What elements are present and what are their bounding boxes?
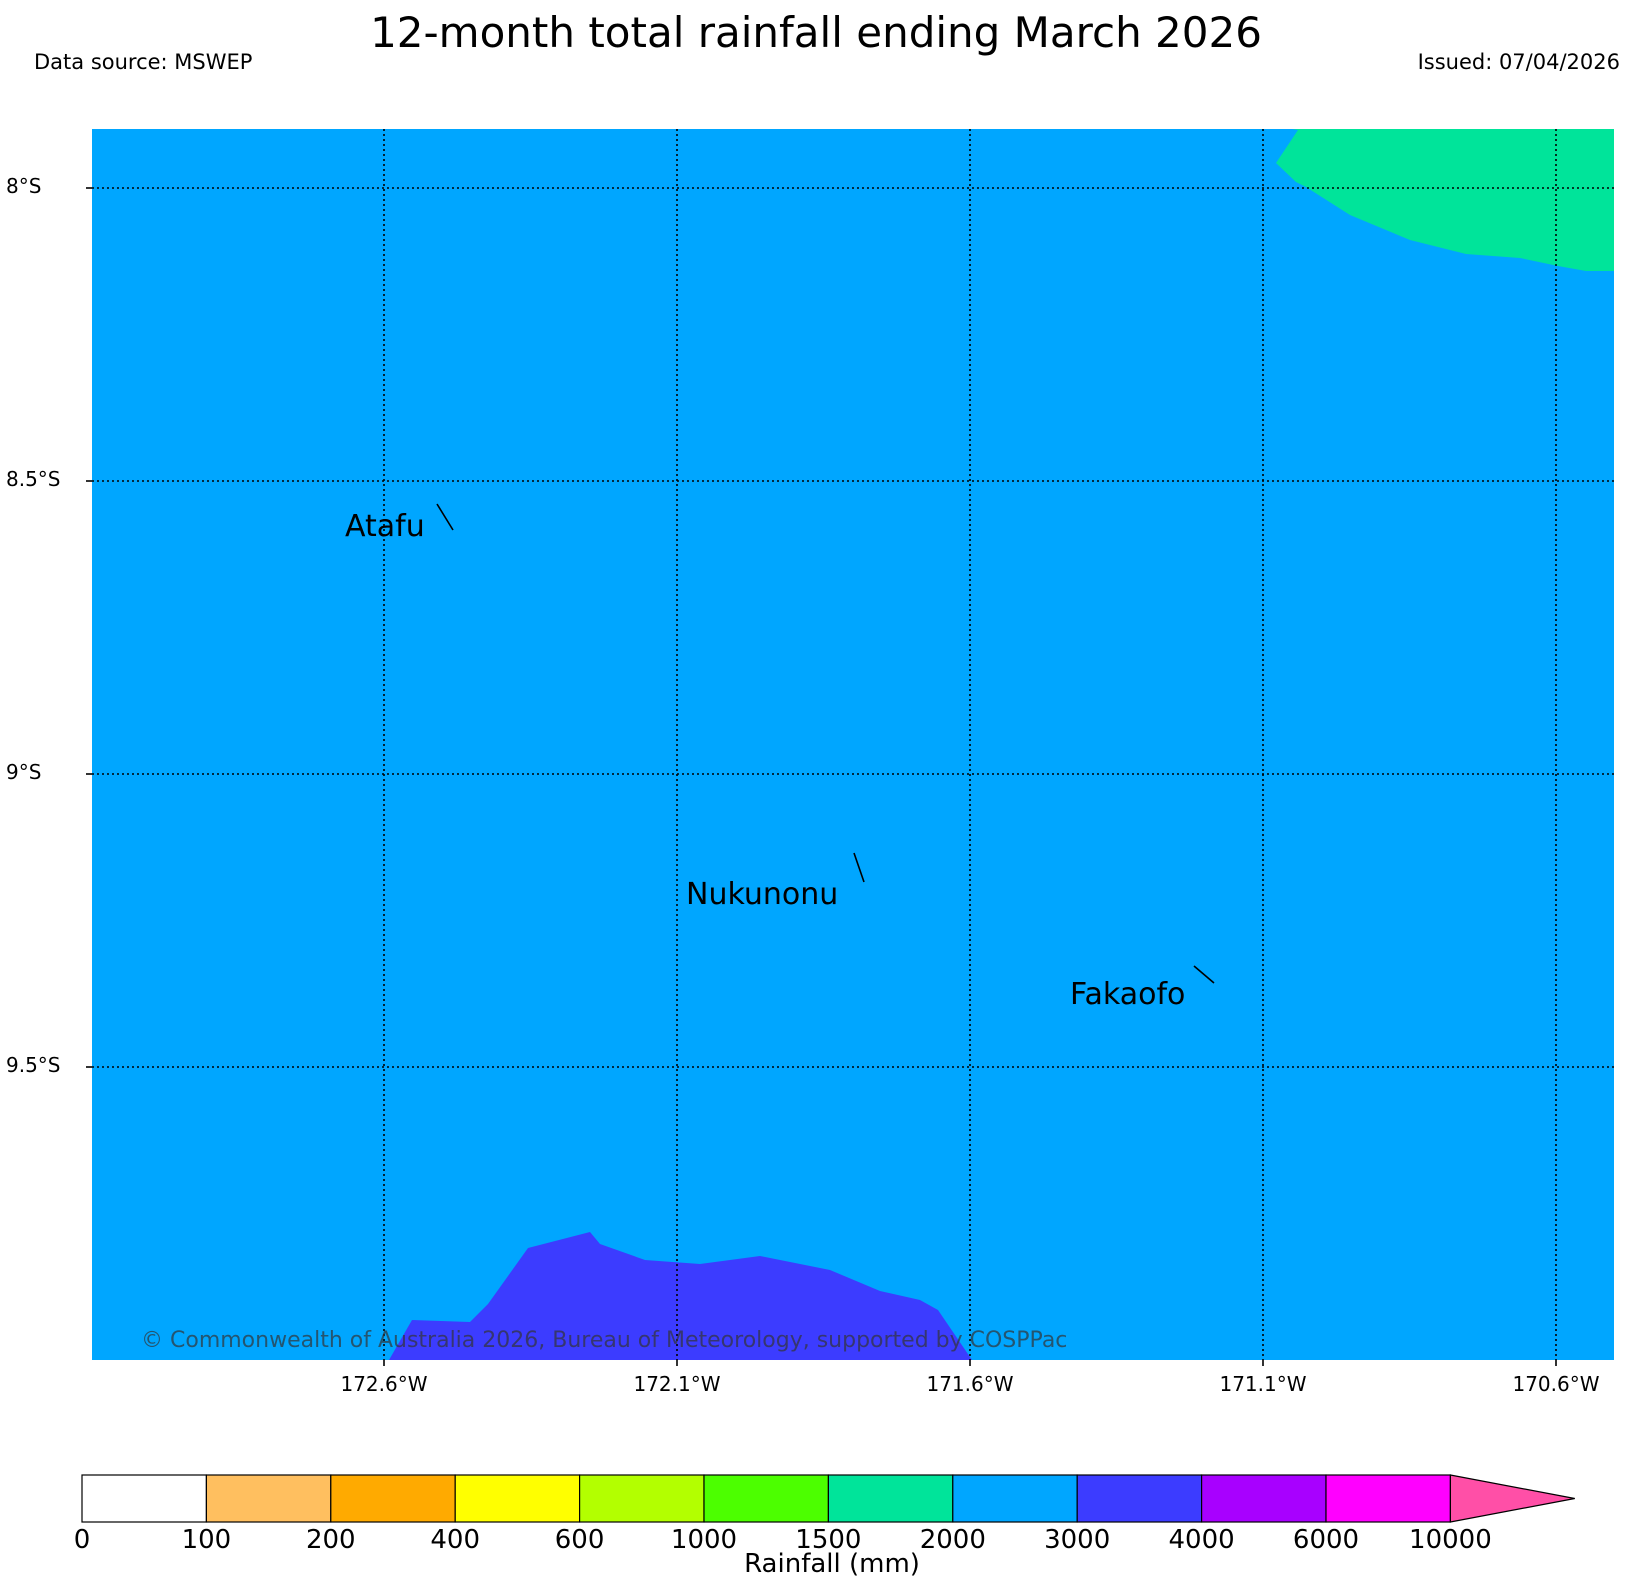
- colorbar-segment-1500: [827, 1474, 954, 1523]
- region-1500-2000mm: [1276, 129, 1614, 271]
- colorbar-tick-2000: 2000: [919, 1525, 986, 1555]
- colorbar-tick-200: 200: [305, 1525, 356, 1555]
- lat-label-9: 9°S: [6, 760, 42, 784]
- data-source-label: Data source: MSWEP: [34, 50, 253, 74]
- colorbar-segment-0: [81, 1474, 208, 1523]
- colorbar-tick-400: 400: [430, 1525, 480, 1555]
- lon-label-171.1: 171.1°W: [1219, 1372, 1307, 1396]
- rainfall-map: Atafu Nukunonu Fakaofo © Commonwealth of…: [86, 129, 1614, 1366]
- colorbar-segment-400: [454, 1474, 581, 1523]
- graticule: [92, 129, 1614, 1360]
- place-label-fakaofo: Fakaofo: [1070, 977, 1185, 1012]
- colorbar-segment-6000: [1325, 1474, 1452, 1523]
- colorbar: [81, 1474, 1575, 1523]
- colorbar-segment-4000: [1200, 1474, 1327, 1523]
- issued-date-label: Issued: 07/04/2026: [1417, 50, 1620, 74]
- lon-label-170.6: 170.6°W: [1512, 1372, 1600, 1396]
- colorbar-tick-6000: 6000: [1292, 1525, 1360, 1555]
- atafu-marker: [436, 503, 454, 531]
- colorbar-tick-4000: 4000: [1168, 1525, 1235, 1555]
- colorbar-segment-3000: [1076, 1474, 1203, 1523]
- place-label-atafu: Atafu: [345, 509, 425, 544]
- place-label-nukunonu: Nukunonu: [686, 877, 838, 912]
- colorbar-segment-100: [205, 1474, 332, 1523]
- colorbar-tick-0: 0: [73, 1525, 91, 1555]
- lon-label-172.6: 172.6°W: [340, 1372, 428, 1396]
- colorbar-segment-1000: [703, 1474, 830, 1523]
- colorbar-segment-600: [578, 1474, 705, 1523]
- lon-label-172.1: 172.1°W: [633, 1372, 721, 1396]
- colorbar-tick-100: 100: [181, 1525, 232, 1555]
- fakaofo-marker: [1193, 965, 1215, 984]
- lon-label-171.6: 171.6°W: [926, 1372, 1014, 1396]
- colorbar-tick-600: 600: [554, 1525, 605, 1555]
- colorbar-tick-3000: 3000: [1044, 1525, 1111, 1555]
- region-2000-3000mm: [92, 129, 1614, 1360]
- lat-label-9.5: 9.5°S: [6, 1053, 61, 1077]
- lat-label-8: 8°S: [6, 174, 42, 198]
- colorbar-extend-arrow: [1449, 1474, 1575, 1523]
- nukunonu-marker: [853, 852, 865, 883]
- lat-label-8.5: 8.5°S: [6, 467, 61, 491]
- colorbar-segment-200: [330, 1474, 456, 1523]
- colorbar-tick-10000: 10000: [1409, 1525, 1492, 1555]
- colorbar-tick-1500: 1500: [795, 1525, 862, 1555]
- colorbar-title: Rainfall (mm): [744, 1549, 920, 1579]
- colorbar-tick-1000: 1000: [670, 1525, 738, 1555]
- region-3000-4000mm: [389, 1232, 972, 1360]
- copyright-notice: © Commonwealth of Australia 2026, Bureau…: [141, 1328, 1067, 1353]
- colorbar-segment-2000: [952, 1474, 1078, 1523]
- map-title: 12-month total rainfall ending March 202…: [370, 8, 1262, 57]
